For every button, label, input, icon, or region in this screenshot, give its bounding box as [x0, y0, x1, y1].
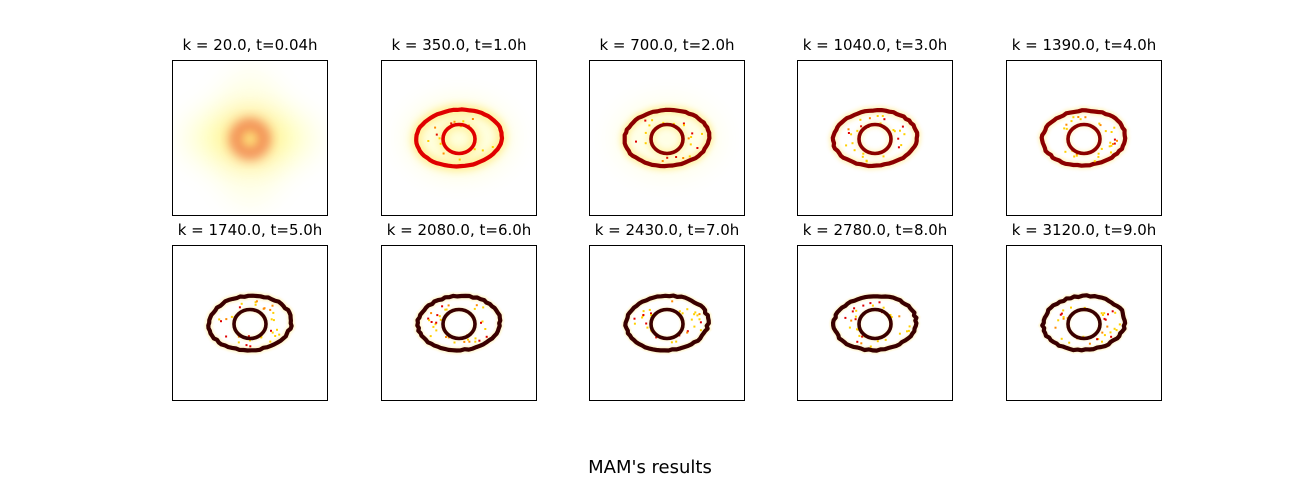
- heatmap-panel: k = 1040.0, t=3.0h: [797, 36, 953, 216]
- heatmap-frame: [381, 245, 537, 401]
- panel-title: k = 1390.0, t=4.0h: [1011, 36, 1157, 54]
- heatmap-image: [1038, 106, 1129, 170]
- outer-ring: [830, 108, 920, 169]
- heatmap-frame: [1006, 60, 1162, 216]
- speckle-points: [1063, 116, 1118, 163]
- panel-title: k = 700.0, t=2.0h: [599, 36, 735, 54]
- panel-title: k = 2430.0, t=7.0h: [594, 221, 740, 239]
- outer-ring: [415, 293, 503, 353]
- heatmap-panel: k = 1740.0, t=5.0h: [172, 221, 328, 401]
- heatmap-frame: [797, 245, 953, 401]
- heatmap-panel: k = 350.0, t=1.0h: [381, 36, 537, 216]
- heatmap-panel: k = 2080.0, t=6.0h: [381, 221, 537, 401]
- heatmap-panel: k = 1390.0, t=4.0h: [1006, 36, 1162, 216]
- heatmap-image: [829, 106, 921, 170]
- inner-ring: [441, 122, 477, 156]
- outer-ring: [623, 293, 711, 353]
- heatmap-frame: [797, 60, 953, 216]
- heatmap-panel: k = 2780.0, t=8.0h: [797, 221, 953, 401]
- panel-title: k = 20.0, t=0.04h: [182, 36, 318, 54]
- heatmap-image: [204, 292, 296, 355]
- outer-ring: [1039, 108, 1128, 168]
- outer-ring: [1040, 293, 1128, 353]
- heatmap-frame: [172, 60, 328, 216]
- panel-title: k = 1740.0, t=5.0h: [177, 221, 323, 239]
- heatmap-frame: [381, 60, 537, 216]
- panel-title: k = 2780.0, t=8.0h: [802, 221, 948, 239]
- heatmap-panel: k = 3120.0, t=9.0h: [1006, 221, 1162, 401]
- heatmap-frame: [1006, 245, 1162, 401]
- inner-ring: [232, 307, 268, 341]
- inner-ring: [1066, 122, 1102, 156]
- outer-ring: [206, 293, 294, 353]
- heatmap-image: [413, 292, 504, 355]
- panel-title: k = 2080.0, t=6.0h: [386, 221, 532, 239]
- heatmap-image: [1037, 291, 1129, 354]
- outer-ring: [414, 107, 505, 169]
- heatmap-image: [829, 292, 921, 355]
- outer-ring: [831, 294, 919, 353]
- heatmap-panel: k = 20.0, t=0.04h: [172, 36, 328, 216]
- inner-ring: [649, 307, 685, 341]
- panel-title: k = 1040.0, t=3.0h: [802, 36, 948, 54]
- speckle-points: [845, 115, 906, 163]
- heatmap-image: [180, 68, 320, 208]
- heatmap-frame: [589, 245, 745, 401]
- panel-title: k = 350.0, t=1.0h: [391, 36, 527, 54]
- inner-ring: [857, 307, 893, 341]
- heatmap-panel: k = 700.0, t=2.0h: [589, 36, 745, 216]
- outer-ring: [622, 107, 712, 169]
- heatmap-image: [621, 292, 713, 355]
- panel-title: k = 3120.0, t=9.0h: [1011, 221, 1157, 239]
- heatmap-frame: [172, 245, 328, 401]
- inner-ring: [232, 121, 268, 157]
- figure-suptitle: MAM's results: [588, 457, 712, 478]
- heatmap-panel: k = 2430.0, t=7.0h: [589, 221, 745, 401]
- inner-ring: [441, 307, 477, 341]
- heatmap-image: [614, 100, 720, 176]
- heatmap-frame: [589, 60, 745, 216]
- inner-ring: [1066, 307, 1102, 341]
- diffuse-halo: [180, 68, 320, 208]
- inner-ring: [649, 122, 685, 156]
- heatmap-image: [406, 99, 512, 177]
- inner-ring: [857, 122, 893, 156]
